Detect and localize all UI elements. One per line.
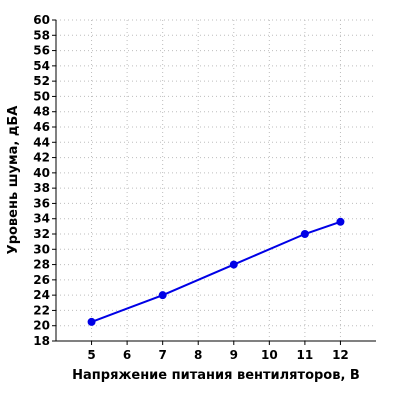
x-tick-label: 9	[230, 348, 238, 362]
y-tick-label: 34	[33, 212, 50, 226]
x-tick-label: 12	[332, 348, 349, 362]
y-tick-label: 54	[33, 59, 50, 73]
y-tick-label: 30	[33, 242, 50, 256]
y-axis-label: Уровень шума, дБА	[6, 106, 21, 255]
axes	[55, 20, 376, 342]
series	[87, 217, 345, 326]
x-tick-label: 8	[194, 348, 202, 362]
data-point	[87, 317, 96, 326]
y-tick-label: 60	[33, 13, 50, 27]
y-tick-label: 44	[33, 135, 50, 149]
data-point	[300, 230, 309, 238]
x-tick-label: 11	[297, 348, 314, 362]
y-tick-label: 26	[33, 273, 50, 287]
x-tick-label: 7	[158, 348, 166, 362]
y-tick-label: 56	[33, 44, 50, 58]
x-tick-label: 5	[87, 348, 95, 362]
y-tick-label: 40	[33, 166, 50, 180]
y-tick-label: 28	[33, 258, 50, 272]
y-tick-label: 42	[33, 151, 50, 165]
y-tick-label: 32	[33, 227, 50, 241]
x-tick-label: 10	[261, 348, 278, 362]
y-tick-label: 58	[33, 28, 50, 42]
x-axis-label: Напряжение питания вентиляторов, В	[72, 368, 360, 383]
y-tick-label: 38	[33, 181, 50, 195]
data-point	[336, 217, 345, 226]
y-tick-label: 36	[33, 196, 50, 210]
y-tick-label: 24	[33, 288, 50, 302]
y-tick-label: 18	[33, 334, 50, 348]
grid	[56, 19, 376, 341]
y-tick-label: 50	[33, 89, 50, 103]
y-tick-label: 46	[33, 120, 50, 134]
y-tick-label: 22	[33, 303, 50, 317]
y-tick-label: 20	[33, 319, 50, 333]
x-tick-label: 6	[123, 348, 131, 362]
y-tick-label: 52	[33, 74, 50, 88]
data-point	[158, 291, 167, 300]
x-axis-ticks: 5 6 7 8 9 10 11 12	[87, 341, 349, 362]
y-tick-label: 48	[33, 105, 50, 119]
data-point	[229, 260, 238, 269]
